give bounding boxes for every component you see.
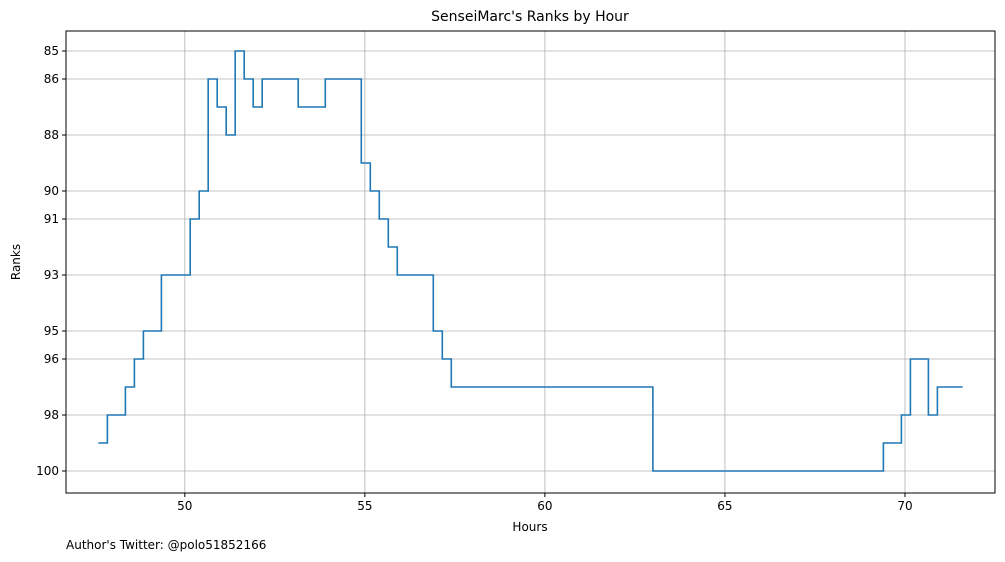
y-axis-label: Ranks bbox=[9, 244, 23, 280]
y-tick-label: 88 bbox=[44, 128, 59, 142]
y-tick-label: 91 bbox=[44, 212, 59, 226]
y-tick-label: 93 bbox=[44, 268, 59, 282]
x-axis-label: Hours bbox=[512, 520, 547, 534]
rank-step-line bbox=[98, 50, 963, 472]
y-tick-label: 96 bbox=[44, 352, 59, 366]
grid bbox=[66, 31, 995, 493]
x-tick-label: 55 bbox=[357, 499, 372, 513]
y-axis: 85 86 88 90 91 93 95 96 98 100 bbox=[36, 44, 66, 478]
y-tick-label: 95 bbox=[44, 324, 59, 338]
y-tick-label: 90 bbox=[44, 184, 59, 198]
y-tick-label: 85 bbox=[44, 44, 59, 58]
x-tick-label: 50 bbox=[177, 499, 192, 513]
plot-frame bbox=[65, 30, 996, 494]
y-tick-label: 98 bbox=[44, 408, 59, 422]
x-axis: 50 55 60 65 70 bbox=[177, 493, 913, 513]
x-tick-label: 65 bbox=[717, 499, 732, 513]
chart-title: SenseiMarc's Ranks by Hour bbox=[431, 9, 629, 25]
y-tick-label: 100 bbox=[36, 464, 59, 478]
x-tick-label: 60 bbox=[537, 499, 552, 513]
author-note: Author's Twitter: @polo51852166 bbox=[66, 538, 267, 552]
x-tick-label: 70 bbox=[897, 499, 912, 513]
series bbox=[98, 50, 963, 472]
y-tick-label: 86 bbox=[44, 72, 59, 86]
